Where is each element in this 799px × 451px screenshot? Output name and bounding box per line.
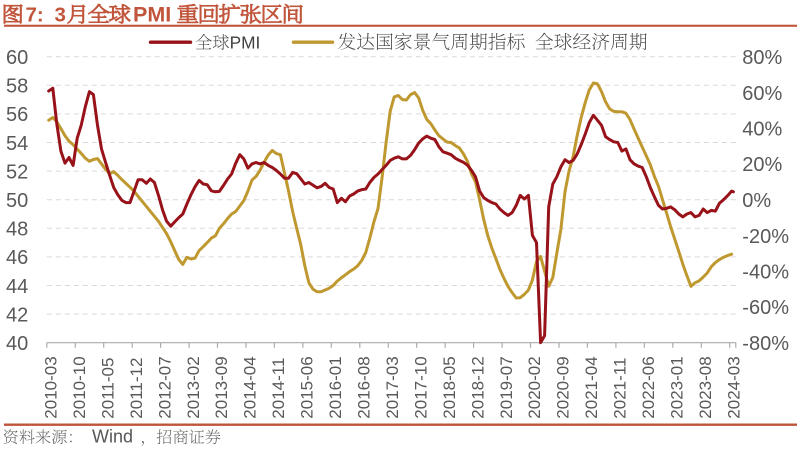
svg-text:60: 60 [6,47,28,69]
svg-text:-40%: -40% [742,262,789,284]
svg-text:-20%: -20% [742,226,789,248]
svg-text:54: 54 [6,133,28,155]
svg-text:46: 46 [6,247,28,269]
svg-text:42: 42 [6,304,28,326]
svg-text:3: 3 [55,4,66,27]
svg-text:80%: 80% [742,47,782,69]
svg-text:44: 44 [6,276,28,298]
svg-text:2010-10: 2010-10 [70,356,89,418]
svg-text:2012-07: 2012-07 [155,356,174,418]
svg-text:2013-09: 2013-09 [212,356,231,418]
svg-text:2011-05: 2011-05 [98,358,117,419]
svg-text:PMI: PMI [230,32,261,52]
svg-text:2023-08: 2023-08 [696,356,715,418]
svg-text:2021-11: 2021-11 [611,358,630,419]
svg-text:48: 48 [6,219,28,241]
svg-text:2016-08: 2016-08 [355,356,374,418]
svg-text:0%: 0% [742,190,771,212]
svg-text:2015-06: 2015-06 [298,356,317,418]
svg-text:2019-07: 2019-07 [497,356,516,418]
svg-text:50: 50 [6,190,28,212]
svg-text:40%: 40% [742,119,782,141]
svg-text:2021-04: 2021-04 [582,356,601,418]
svg-text:2011-12: 2011-12 [127,358,146,419]
svg-text:56: 56 [6,104,28,126]
svg-text:20%: 20% [742,154,782,176]
svg-text:-80%: -80% [742,333,789,355]
svg-text:60%: 60% [742,83,782,105]
svg-text:2022-06: 2022-06 [639,356,658,418]
svg-text:52: 52 [6,161,28,183]
svg-text:2010-03: 2010-03 [42,356,61,418]
svg-text:2014-04: 2014-04 [241,356,260,418]
svg-text:2013-02: 2013-02 [184,356,203,418]
svg-text:2018-05: 2018-05 [440,356,459,418]
svg-text:2018-12: 2018-12 [468,356,487,418]
svg-text:2020-02: 2020-02 [525,356,544,418]
svg-text:2016-01: 2016-01 [326,356,345,418]
svg-text:2023-01: 2023-01 [668,356,687,418]
svg-text:2014-11: 2014-11 [269,358,288,419]
svg-text:2017-03: 2017-03 [383,356,402,418]
svg-text:40: 40 [6,333,28,355]
svg-text:Wind: Wind [92,426,133,446]
svg-text:2024-03: 2024-03 [724,356,743,418]
svg-text:58: 58 [6,76,28,98]
svg-text:PMI: PMI [133,3,171,27]
svg-text:7:: 7: [26,4,44,27]
svg-text:2017-10: 2017-10 [411,356,430,418]
svg-text:-60%: -60% [742,297,789,319]
svg-text:2020-09: 2020-09 [554,356,573,418]
